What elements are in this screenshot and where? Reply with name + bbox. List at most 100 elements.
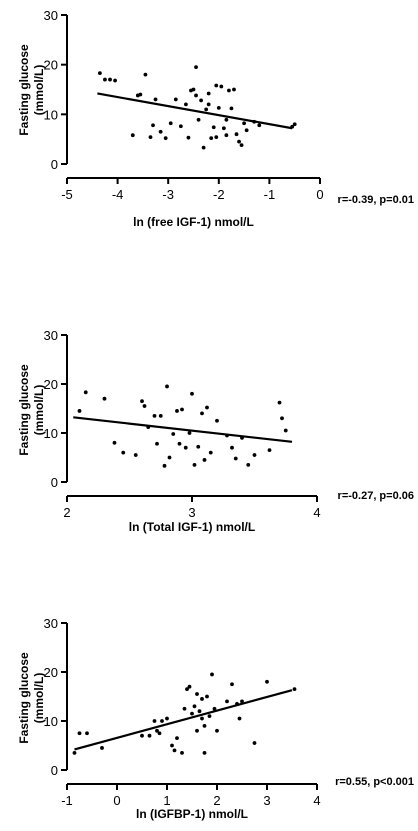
data-point	[197, 709, 202, 714]
data-point	[192, 462, 197, 467]
correlation-stat: r=-0.39, p=0.01	[338, 194, 414, 206]
data-point	[158, 413, 163, 418]
data-point	[175, 736, 179, 741]
data-point	[173, 97, 178, 102]
data-point	[195, 728, 199, 733]
x-tick-label: 2	[213, 793, 220, 808]
regression-line	[73, 416, 293, 443]
x-tick-label: -5	[61, 187, 73, 202]
data-point	[140, 733, 144, 738]
data-point	[178, 124, 183, 129]
y-axis-title-line: Fasting glucose	[17, 364, 31, 456]
data-point	[283, 428, 288, 433]
correlation-stat: r=0.55, p<0.001	[335, 776, 414, 788]
data-point	[240, 699, 244, 704]
data-point	[242, 121, 247, 126]
data-point	[211, 125, 216, 130]
data-point	[130, 133, 135, 138]
data-point	[151, 123, 155, 128]
data-point	[186, 135, 191, 140]
data-point	[196, 117, 201, 122]
y-axis-title-line: Fasting glucose	[17, 44, 31, 136]
x-tick-label: -4	[112, 187, 124, 202]
data-point	[153, 97, 158, 102]
data-point	[205, 405, 209, 410]
data-point	[112, 440, 117, 445]
data-point	[168, 121, 173, 126]
data-point	[175, 409, 179, 413]
panel-total-igf1: 0 10 20 30 2 3 4 Fasting glucose(mmol/L) ln (Tot…	[17, 328, 414, 534]
data-point	[143, 72, 148, 77]
data-point	[209, 136, 214, 141]
data-point	[227, 88, 231, 93]
data-point	[277, 400, 282, 405]
data-point	[229, 106, 234, 111]
data-point	[97, 71, 102, 76]
data-point	[77, 409, 82, 413]
y-tick-label: 0	[51, 157, 58, 172]
data-point	[202, 458, 207, 462]
data-point	[148, 135, 153, 140]
data-point	[224, 133, 229, 138]
x-tick-label: 3	[188, 505, 195, 520]
data-point	[233, 456, 238, 461]
x-axis-title: ln (Total IGF-1) nmol/L	[129, 520, 255, 534]
data-point	[184, 102, 188, 107]
y-axis-title: Fasting glucose(mmol/L)	[17, 652, 46, 744]
x-tick-label: 3	[263, 793, 270, 808]
data-point	[230, 682, 234, 687]
data-point	[265, 679, 269, 684]
data-point	[215, 728, 219, 733]
data-point	[155, 728, 159, 733]
data-point	[208, 450, 213, 455]
data-point	[210, 672, 214, 677]
y-tick-label: 0	[51, 763, 58, 778]
data-point	[160, 719, 164, 723]
data-point	[100, 746, 104, 750]
data-point	[201, 145, 206, 150]
data-point	[239, 143, 244, 148]
data-point	[190, 391, 194, 396]
data-point	[146, 425, 151, 430]
regression-line	[97, 92, 293, 130]
data-point	[252, 453, 257, 457]
data-point	[200, 716, 204, 721]
data-point	[85, 731, 89, 736]
y-tick-label: 30	[44, 328, 58, 343]
x-tick-label: 0	[113, 793, 120, 808]
regression-line	[74, 689, 293, 751]
data-point	[230, 445, 234, 450]
x-tick-label: -1	[264, 187, 276, 202]
data-point	[216, 105, 221, 110]
data-point	[206, 102, 211, 107]
data-point	[157, 731, 162, 736]
data-point	[170, 743, 174, 748]
data-point	[183, 445, 188, 450]
data-point	[225, 699, 229, 704]
data-point	[185, 687, 189, 692]
data-point	[232, 87, 236, 92]
data-point	[102, 396, 107, 401]
data-point	[192, 704, 197, 709]
y-tick-label: 10	[44, 426, 58, 441]
y-axis-title-line: (mmol/L)	[32, 65, 46, 116]
y-tick-label: 10	[44, 107, 58, 122]
data-point	[212, 706, 217, 711]
x-tick-label: -1	[61, 793, 73, 808]
y-tick-label: 30	[44, 8, 58, 23]
data-point	[292, 122, 297, 127]
data-point	[237, 139, 241, 144]
x-tick-label: -2	[213, 187, 225, 202]
data-point	[155, 441, 159, 446]
y-tick-label: 20	[44, 665, 58, 680]
data-point	[147, 733, 152, 738]
x-axis-title: ln (IGFBP-1) nmol/L	[136, 807, 248, 821]
data-point	[158, 129, 163, 134]
x-tick-label: 1	[163, 793, 170, 808]
y-tick-label: 20	[44, 377, 58, 392]
data-point	[292, 687, 297, 692]
data-point	[202, 724, 207, 728]
data-point	[191, 87, 196, 92]
data-point	[214, 83, 219, 88]
